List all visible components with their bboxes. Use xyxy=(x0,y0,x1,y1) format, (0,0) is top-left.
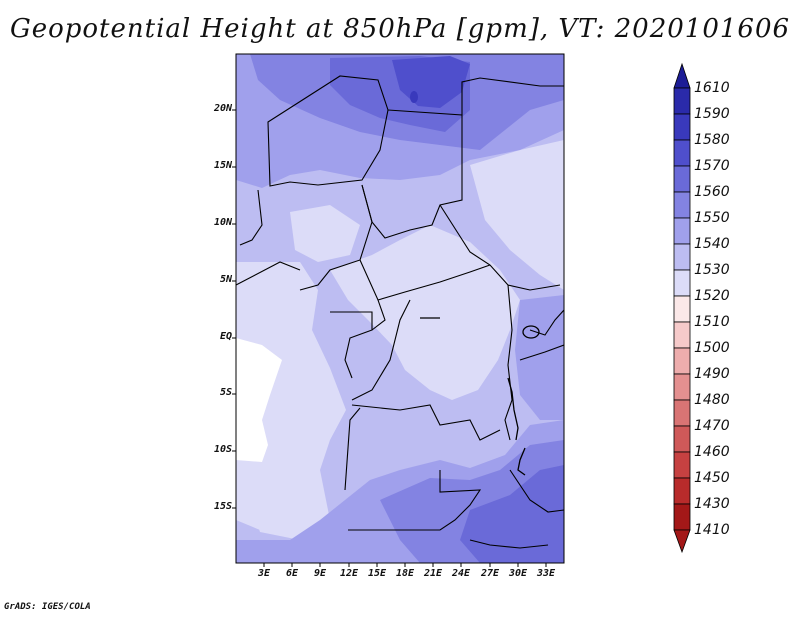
colorbar-segment xyxy=(673,191,691,219)
colorbar-segment xyxy=(673,113,691,141)
lakes xyxy=(420,317,540,476)
footer-credit: GrADS: IGES/COLA xyxy=(4,602,91,612)
border-path xyxy=(359,259,491,301)
field-white-ocean xyxy=(236,338,282,462)
colorbar-segment xyxy=(673,243,691,271)
border-path xyxy=(469,539,549,549)
colorbar-segment xyxy=(673,295,691,323)
colorbar-label: 1480 xyxy=(694,392,730,408)
lon-tick-label: 18E xyxy=(395,568,415,579)
border-path xyxy=(330,311,373,379)
lon-tick-label: 9E xyxy=(313,568,327,579)
border-path xyxy=(504,284,513,441)
colorbar-segment xyxy=(673,399,691,427)
colorbar-label: 1540 xyxy=(694,236,730,252)
colorbar-label: 1610 xyxy=(694,80,730,96)
border-path xyxy=(461,77,564,115)
colorbar-label: 1490 xyxy=(694,366,730,382)
field-1580-spot xyxy=(410,91,418,103)
lon-tick-label: 30E xyxy=(508,568,528,579)
border-path xyxy=(371,299,386,331)
lat-tick-label: EQ xyxy=(219,331,232,342)
colorbar-segment xyxy=(673,87,691,115)
lat-tick-label: 5N xyxy=(219,274,232,285)
colorbar-segment xyxy=(673,321,691,349)
border-path xyxy=(529,309,564,336)
border-path xyxy=(519,344,564,361)
colorbar-segment xyxy=(673,217,691,245)
colorbar-label: 1450 xyxy=(694,470,730,486)
colorbar-label: 1500 xyxy=(694,340,730,356)
colorbar-label: 1460 xyxy=(694,444,730,460)
lon-tick-label: 27E xyxy=(480,568,500,579)
lat-tick-label: 15N xyxy=(213,160,232,171)
chart-title: Geopotential Height at 850hPa [gpm], VT:… xyxy=(9,14,791,44)
border-path xyxy=(344,407,361,491)
colorbar-segment xyxy=(673,373,691,401)
lat-tick-label: 20N xyxy=(213,103,232,114)
axis-ticks xyxy=(232,109,547,567)
field-1520-sahara xyxy=(470,140,564,290)
colorbar-segment xyxy=(673,165,691,193)
lat-tick-label: 10S xyxy=(213,444,232,455)
colorbar-label: 1510 xyxy=(694,314,730,330)
colorbar-label: 1530 xyxy=(694,262,730,278)
field-1520-west xyxy=(236,262,346,540)
border-path xyxy=(267,75,389,187)
lon-tick-label: 15E xyxy=(367,568,387,579)
lon-tick-label: 33E xyxy=(536,568,556,579)
colorbar-label: 1580 xyxy=(694,132,730,148)
border-path xyxy=(509,469,564,513)
colorbar-segment xyxy=(673,503,691,531)
lake-outline xyxy=(522,325,540,339)
colorbar-label: 1520 xyxy=(694,288,730,304)
colorbar-segment xyxy=(673,451,691,479)
border-path xyxy=(236,261,301,286)
border-path xyxy=(299,184,373,291)
lake-outline xyxy=(507,377,519,441)
border-path xyxy=(239,189,263,246)
colorbar-label: 1550 xyxy=(694,210,730,226)
colorbar-label: 1470 xyxy=(694,418,730,434)
lon-tick-label: 3E xyxy=(257,568,271,579)
colorbar xyxy=(673,62,691,554)
lon-tick-label: 12E xyxy=(339,568,359,579)
lon-tick-label: 21E xyxy=(423,568,443,579)
colorbar-label: 1570 xyxy=(694,158,730,174)
border-path xyxy=(439,204,561,291)
colorbar-label: 1430 xyxy=(694,496,730,512)
lake-outline xyxy=(517,447,526,476)
colorbar-segment xyxy=(673,425,691,453)
field-1520-central xyxy=(330,225,520,400)
colorbar-top-arrow xyxy=(673,62,691,89)
colorbar-segment xyxy=(673,139,691,167)
border-path xyxy=(351,404,501,441)
colorbar-label: 1560 xyxy=(694,184,730,200)
lon-tick-label: 6E xyxy=(285,568,299,579)
field-1560-south xyxy=(460,465,564,563)
country-borders xyxy=(236,75,564,549)
lat-tick-label: 15S xyxy=(213,501,232,512)
colorbar-segment xyxy=(673,347,691,375)
colorbar-segment xyxy=(673,269,691,297)
border-path xyxy=(361,109,463,239)
lon-tick-label: 24E xyxy=(451,568,471,579)
colorbar-label: 1410 xyxy=(694,522,730,538)
field-1520-northwest xyxy=(290,205,360,262)
colorbar-label: 1590 xyxy=(694,106,730,122)
border-path xyxy=(351,299,411,401)
border-path xyxy=(348,470,482,531)
colorbar-bottom-arrow xyxy=(673,529,691,554)
map-frame xyxy=(235,53,565,564)
colorbar-segment xyxy=(673,477,691,505)
height-field xyxy=(236,54,564,563)
lat-tick-label: 5S xyxy=(219,387,232,398)
lat-tick-label: 10N xyxy=(213,217,232,228)
